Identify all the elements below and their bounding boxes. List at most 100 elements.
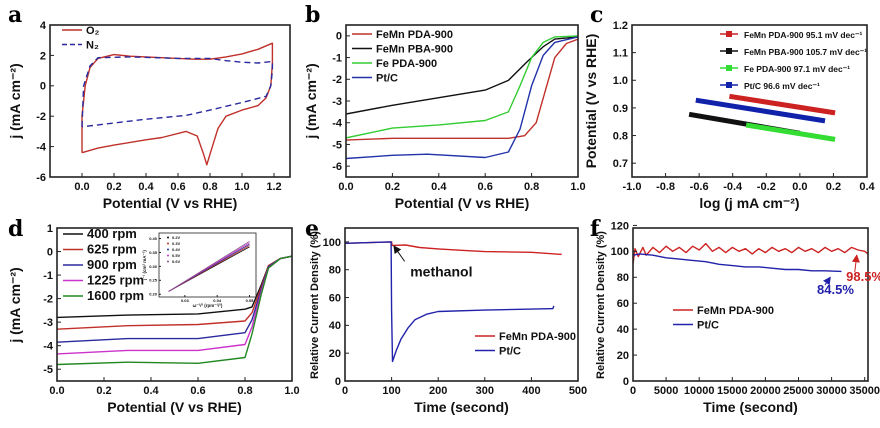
plot-frame (49, 24, 291, 178)
y-tick-label: -4 (43, 341, 54, 353)
y-tick-label: 60 (329, 292, 341, 304)
y-tick-label: -2 (36, 111, 46, 123)
y-tick-label: 0 (40, 81, 46, 93)
legend-label: FeMn PDA-900 (376, 29, 453, 41)
x-tick-label: 0.04 (213, 298, 222, 303)
legend-marker (726, 82, 732, 88)
legend-marker (167, 236, 169, 239)
legend-label: 0.3V (172, 241, 181, 246)
x-tick-label: 0.6 (170, 181, 185, 193)
y-tick-label: 0 (623, 376, 629, 388)
chart-c: -1.0 -0.8 -0.6 -0.4 -0.2 0.0 0.2 0.4 0.7 0.8 0.9 1.… (583, 2, 876, 211)
legend-label: Pt/C 96.6 mV dec⁻¹ (744, 81, 820, 91)
x-tick-label: 20000 (750, 385, 781, 397)
plot-frame (632, 227, 869, 382)
series-line-c-2 (745, 122, 836, 142)
x-tick-label: 0.2 (96, 385, 111, 397)
x-tick-label: 0.8 (524, 181, 539, 193)
annotation-label: 98.5% (846, 269, 880, 284)
x-axis-label: Potential (V vs RHE) (103, 195, 238, 211)
y-tick-label: 0.40 (149, 236, 158, 241)
x-tick-label: 400 (522, 385, 540, 397)
legend-label: Pt/C (376, 73, 398, 85)
y-axis-label: j (mA cm⁻²) (7, 267, 23, 343)
x-tick-label: 0.4 (859, 181, 875, 193)
legend-label: 1225 rpm (87, 273, 144, 288)
y-tick-label: -5 (43, 364, 53, 376)
x-tick-label: 0.05 (246, 298, 255, 303)
panel-label: e (305, 216, 319, 242)
series-line-a-1 (81, 56, 274, 128)
chart-d-inset: 0.03 0.04 0.05 0.20 0.25 0.30 0.35 0.40 ω⁻¹/² (r… (142, 232, 257, 308)
y-axis-label: Potential (V vs RHE) (583, 34, 599, 169)
y-tick-label: -2 (43, 293, 53, 305)
x-tick-label: -0.2 (757, 181, 776, 193)
y-axis-label: Relative Current Density (%) (309, 231, 321, 379)
chart-f: 0 5000 10000 15000 20000 25000 30000 35000 0 20 40… (590, 216, 880, 415)
x-tick-label: 0.4 (143, 385, 159, 397)
legend-label: O₂ (86, 25, 100, 37)
y-axis-label: j (mA cm⁻²) (303, 63, 319, 139)
x-tick-label: 1.0 (284, 385, 299, 397)
x-tick-label: 0.6 (478, 181, 493, 193)
legend-label: Pt/C (499, 346, 521, 358)
x-tick-label: 1.2 (266, 181, 281, 193)
y-tick-label: 0.9 (613, 103, 628, 115)
y-tick-label: -1 (43, 270, 53, 282)
x-tick-label: 30000 (816, 385, 847, 397)
x-tick-label: 500 (569, 385, 587, 397)
annotation-label: methanol (410, 264, 472, 280)
chart-b: 0.0 0.2 0.4 0.6 0.8 1.0 -6 -5 -4 -3 -2 -1 0 Potential… (303, 2, 586, 211)
y-tick-label: -3 (43, 317, 53, 329)
x-axis-label: Potential (V vs RHE) (107, 399, 242, 415)
legend-label: FeMn PDA-900 95.1 mV dec⁻¹ (744, 30, 863, 40)
y-tick-label: -4 (36, 141, 47, 153)
legend-marker (167, 242, 169, 245)
x-tick-label: -0.6 (690, 181, 709, 193)
legend-label: 0.2V (172, 235, 181, 240)
panel-label: d (8, 216, 23, 242)
legend-label: FeMn PDA-900 (697, 305, 774, 317)
x-axis-label: Potential (V vs RHE) (395, 195, 530, 211)
x-tick-label: 300 (476, 385, 494, 397)
x-tick-label: 15000 (717, 385, 748, 397)
plot-frame (56, 227, 293, 382)
y-tick-label: 4 (40, 20, 47, 32)
x-axis-label: ω⁻¹/² (rpm⁻¹/²) (193, 303, 223, 308)
y-tick-label: 80 (329, 265, 341, 277)
x-tick-label: 0 (342, 385, 348, 397)
legend-label: FeMn PBA-900 (376, 44, 453, 56)
series-line-e-1 (345, 241, 555, 363)
legend-marker (167, 260, 169, 263)
y-tick-label: 0 (335, 376, 341, 388)
x-tick-label: 100 (382, 385, 400, 397)
x-tick-label: 0.0 (49, 385, 64, 397)
y-tick-label: -1 (332, 52, 342, 64)
series-line-d-inset-4 (168, 240, 250, 292)
annotation-arrow (823, 276, 831, 286)
x-tick-label: 0.4 (431, 181, 447, 193)
legend-marker (726, 31, 732, 37)
chart-e: 0 100 200 300 400 500 0 20 40 60 80 100 Time (second… (305, 216, 587, 415)
y-tick-label: 1.0 (613, 75, 628, 87)
series-line-f-1 (633, 253, 842, 273)
x-tick-label: 0.03 (181, 298, 190, 303)
x-tick-label: 200 (429, 385, 447, 397)
y-tick-label: 60 (617, 298, 629, 310)
series-line-a-0 (81, 42, 274, 166)
y-tick-label: 1.2 (613, 20, 628, 32)
legend-marker (726, 48, 732, 54)
y-tick-label: 0.30 (149, 264, 158, 269)
y-tick-label: -6 (36, 172, 46, 184)
y-tick-label: 120 (611, 220, 629, 232)
y-tick-label: -3 (332, 96, 342, 108)
y-tick-label: 100 (323, 237, 341, 249)
chart-d: 0.0 0.2 0.4 0.6 0.8 1.0 -5 -4 -3 -2 -1 0 1 Potential … (7, 216, 300, 415)
x-tick-label: -1.0 (623, 181, 642, 193)
y-tick-label: 20 (329, 348, 341, 360)
x-tick-label: -0.8 (656, 181, 675, 193)
series-line-b-0 (346, 38, 578, 141)
y-tick-label: -4 (332, 118, 343, 130)
x-tick-label: 0.2 (826, 181, 841, 193)
y-axis-label: Relative Current Density (%) (595, 231, 607, 379)
